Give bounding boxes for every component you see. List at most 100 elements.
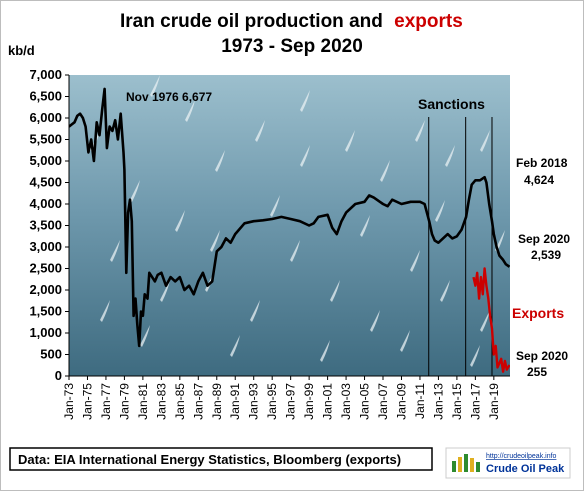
annotation-sep-2020-exports-date: Sep 2020: [516, 349, 568, 363]
x-tick-label: Jan-81: [136, 383, 150, 420]
boat-wake: [445, 145, 455, 167]
legend-exports-label: Exports: [512, 305, 564, 321]
crude-oil-peak-logo: http://crudeoilpeak.info Crude Oil Peak: [445, 447, 571, 479]
boat-wake: [215, 150, 225, 172]
boat-wake: [480, 130, 490, 152]
y-tick-label: 1,500: [29, 304, 62, 319]
y-axis-ticks: 0 500 1,000 1,500 2,000 2,500 3,000 3,500 4,000 4…: [29, 67, 69, 383]
boat-wake: [185, 100, 195, 122]
logo-bar-icon: [464, 454, 468, 472]
x-tick-label: Jan-85: [173, 383, 187, 420]
y-tick-label: 4,500: [29, 175, 62, 190]
y-tick-label: 500: [40, 347, 62, 362]
boat-wake: [230, 335, 240, 357]
boat-wake: [270, 195, 280, 217]
x-tick-label: Jan-87: [191, 383, 205, 420]
boat-wake: [255, 120, 265, 142]
boat-wake: [110, 240, 120, 262]
boat-wake: [400, 330, 410, 352]
logo-bar-icon: [470, 458, 474, 472]
x-tick-label: Jan-07: [376, 383, 390, 420]
x-tick-label: Jan-89: [210, 383, 224, 420]
boat-wake: [150, 75, 160, 97]
boat-wake: [175, 210, 185, 232]
logo-url: http://crudeoilpeak.info: [486, 453, 557, 460]
x-tick-label: Jan-03: [339, 383, 353, 420]
x-tick-label: Jan-13: [431, 383, 445, 420]
x-tick-label: Jan-11: [413, 383, 427, 419]
x-tick-label: Jan-15: [450, 383, 464, 420]
x-tick-label: Jan-79: [117, 383, 131, 420]
annotation-nov-1976: Nov 1976 6,677: [126, 90, 212, 104]
y-tick-label: 6,000: [29, 110, 62, 125]
title-main: Iran crude oil production and: [120, 11, 383, 32]
boat-wake: [440, 280, 450, 302]
y-tick-label: 1,000: [29, 325, 62, 340]
annotation-feb-2018-date: Feb 2018: [516, 156, 568, 170]
y-tick-label: 6,500: [29, 89, 62, 104]
boat-wake: [290, 240, 300, 262]
boat-wake: [250, 300, 260, 322]
boat-wake: [370, 310, 380, 332]
x-tick-label: Jan-75: [80, 383, 94, 420]
x-tick-label: Jan-09: [394, 383, 408, 420]
boat-wake: [130, 180, 140, 202]
boat-wake: [380, 160, 390, 182]
boat-wake: [480, 310, 490, 332]
boat-wake: [330, 280, 340, 302]
x-tick-label: Jan-19: [487, 383, 501, 420]
logo-name: Crude Oil Peak: [486, 463, 565, 475]
chart-subtitle: 1973 - Sep 2020: [221, 36, 363, 57]
exports-series-line: [472, 267, 510, 373]
source-text: Data: EIA International Energy Statistic…: [18, 452, 401, 467]
boat-wake: [435, 200, 445, 222]
y-tick-label: 0: [55, 368, 62, 383]
y-tick-label: 3,000: [29, 239, 62, 254]
x-axis-ticks: Jan-73 Jan-75 Jan-77 Jan-79 Jan-81 Jan-83 Jan-…: [62, 376, 501, 420]
y-tick-label: 4,000: [29, 196, 62, 211]
boat-wake: [360, 215, 370, 237]
production-series-line: [69, 87, 510, 348]
boat-wake: [470, 345, 480, 367]
boat-wake: [415, 120, 425, 142]
x-tick-label: Jan-93: [247, 383, 261, 420]
annotation-sep-2020-exports-value: 255: [527, 365, 547, 379]
boat-wake: [300, 145, 310, 167]
y-tick-label: 3,500: [29, 218, 62, 233]
boat-wake: [140, 325, 150, 347]
y-tick-label: 7,000: [29, 67, 62, 82]
sea-photo-background: [69, 75, 510, 376]
y-tick-label: 2,500: [29, 261, 62, 276]
source-box: [9, 447, 433, 471]
x-tick-label: Jan-91: [228, 383, 242, 420]
annotation-sep-2020-production-value: 2,539: [531, 248, 561, 262]
chart-title: Iran crude oil production and exports: [120, 11, 463, 32]
x-tick-label: Jan-99: [302, 383, 316, 420]
boat-wake: [210, 230, 220, 252]
title-exports: exports: [394, 11, 463, 32]
x-tick-label: Jan-01: [321, 383, 335, 420]
boat-wake: [410, 250, 420, 272]
annotation-sanctions: Sanctions: [418, 96, 485, 112]
logo-bar-icon: [458, 457, 462, 472]
series-group: [69, 87, 510, 373]
boat-wake: [320, 340, 330, 362]
boat-wake: [345, 130, 355, 152]
logo-bar-icon: [452, 461, 456, 472]
x-tick-label: Jan-83: [154, 383, 168, 420]
x-tick-label: Jan-77: [99, 383, 113, 420]
x-tick-label: Jan-17: [468, 383, 482, 420]
y-tick-label: 5,500: [29, 132, 62, 147]
sea-background: [69, 75, 510, 376]
logo-bar-icon: [476, 462, 480, 472]
x-tick-label: Jan-73: [62, 383, 76, 420]
annotation-feb-2018-value: 4,624: [524, 173, 554, 187]
y-axis-unit-label: kb/d: [8, 43, 35, 58]
boat-wake: [300, 90, 310, 112]
x-tick-label: Jan-05: [358, 383, 372, 420]
y-tick-label: 5,000: [29, 153, 62, 168]
x-tick-label: Jan-95: [265, 383, 279, 420]
y-tick-label: 2,000: [29, 282, 62, 297]
x-tick-label: Jan-97: [284, 383, 298, 420]
